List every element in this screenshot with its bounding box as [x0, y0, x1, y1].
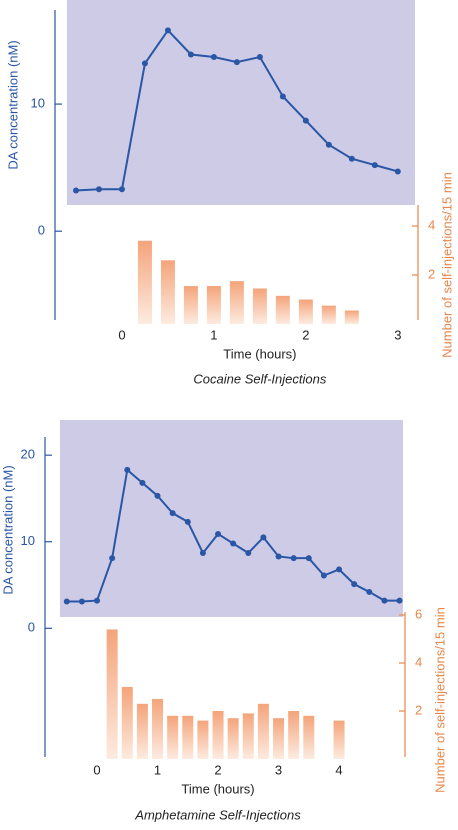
bar: [242, 713, 254, 759]
x-tick-label: 2: [214, 762, 221, 777]
chart-title: Cocaine Self-Injections: [193, 371, 326, 386]
bar: [252, 288, 267, 324]
x-tick-label: 3: [275, 762, 282, 777]
bar: [152, 699, 164, 759]
data-point: [164, 27, 171, 34]
bar: [321, 305, 336, 324]
y-tick-label: 0: [38, 223, 45, 238]
bar: [229, 281, 244, 324]
measurement-panel: [60, 420, 403, 617]
bar: [167, 715, 179, 759]
x-tick-label: 3: [394, 327, 401, 342]
x-tick-label: 1: [154, 762, 161, 777]
bar: [183, 286, 198, 324]
data-point: [396, 597, 403, 604]
y2-tick-label: 2: [415, 702, 422, 717]
data-point: [187, 51, 194, 58]
x-axis-title: Time (hours): [223, 346, 296, 361]
y-axis-title: DA concentration (nM): [0, 465, 15, 594]
data-point: [230, 540, 237, 547]
data-point: [124, 466, 131, 473]
data-point: [305, 555, 312, 562]
y2-axis-title: Number of self-injections/15 min: [432, 607, 447, 793]
bar: [273, 718, 285, 759]
data-point: [215, 530, 222, 537]
data-point: [154, 492, 161, 499]
bar: [197, 720, 209, 759]
data-point: [366, 588, 373, 595]
y-tick-label: 10: [21, 533, 35, 548]
y2-tick-label: 4: [428, 217, 435, 232]
bar: [212, 711, 224, 759]
data-point: [245, 549, 252, 556]
data-point: [302, 117, 309, 124]
data-point: [94, 597, 101, 604]
y-tick-label: 0: [28, 620, 35, 635]
x-tick-label: 4: [335, 762, 342, 777]
bar: [227, 718, 239, 759]
y-tick-label: 20: [21, 447, 35, 462]
data-point: [325, 141, 332, 148]
bar: [303, 715, 315, 759]
bar: [257, 703, 269, 759]
data-point: [169, 510, 176, 517]
data-point: [210, 54, 217, 61]
y2-axis-title: Number of self-injections/15 min: [439, 172, 454, 358]
bar: [136, 703, 148, 759]
y2-tick-label: 6: [415, 606, 422, 621]
x-tick-label: 0: [93, 762, 100, 777]
y-tick-label: 10: [31, 96, 45, 111]
data-point: [95, 186, 102, 193]
data-point: [118, 186, 125, 193]
data-point: [371, 162, 378, 169]
data-point: [78, 598, 85, 605]
bar: [288, 711, 300, 759]
data-point: [290, 555, 297, 562]
data-point: [184, 518, 191, 525]
data-point: [139, 479, 146, 486]
data-point: [381, 597, 388, 604]
bar: [344, 310, 359, 324]
data-point: [256, 54, 263, 61]
data-point: [260, 534, 267, 541]
data-point: [63, 598, 70, 605]
y2-tick-label: 2: [428, 266, 435, 281]
x-axis-title: Time (hours): [181, 781, 254, 796]
bar: [182, 715, 194, 759]
data-point: [348, 155, 355, 162]
data-point: [141, 60, 148, 67]
x-tick-label: 2: [302, 327, 309, 342]
data-point: [233, 59, 240, 66]
measurement-panel: [67, 0, 415, 205]
data-point: [394, 168, 401, 175]
data-point: [351, 581, 358, 588]
data-point: [199, 549, 206, 556]
x-tick-label: 1: [210, 327, 217, 342]
bar: [121, 687, 133, 759]
bar: [275, 295, 290, 324]
data-point: [336, 566, 343, 573]
bar: [206, 286, 221, 324]
x-tick-label: 0: [118, 327, 125, 342]
y2-tick-label: 4: [415, 654, 422, 669]
bar: [298, 299, 313, 324]
data-point: [109, 555, 116, 562]
data-point: [320, 572, 327, 579]
bar: [106, 629, 118, 759]
data-point: [275, 553, 282, 560]
y-axis-title: DA concentration (nM): [5, 40, 20, 169]
data-point: [279, 93, 286, 100]
bar: [137, 240, 152, 324]
chart-title: Amphetamine Self-Injections: [134, 807, 301, 822]
bar: [333, 720, 345, 759]
bar: [160, 260, 175, 324]
data-point: [72, 187, 79, 194]
